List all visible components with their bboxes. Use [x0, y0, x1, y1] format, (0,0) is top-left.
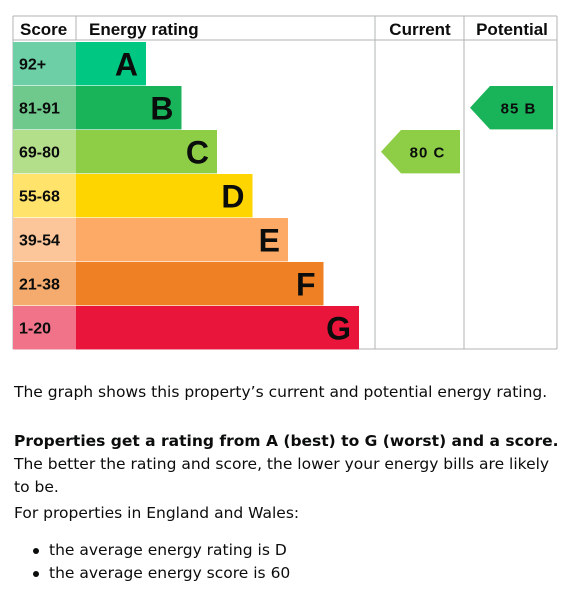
- current-rating-label: 80 C: [410, 145, 446, 162]
- chart-header: Score Energy rating Current Potential: [20, 20, 548, 39]
- band-letter-a: A: [115, 47, 138, 83]
- band-letter-f: F: [296, 267, 316, 303]
- band-score-bg-d: [13, 174, 76, 218]
- band-score-label-c: 69-80: [19, 145, 60, 162]
- rating-explanation-rest: The better the rating and score, the low…: [14, 455, 550, 496]
- potential-rating-arrow: [470, 86, 553, 130]
- band-score-label-f: 21-38: [19, 277, 60, 294]
- band-bar-a: [76, 42, 146, 86]
- list-item-average-score: the average energy score is 60: [14, 562, 290, 585]
- band-score-bg-f: [13, 262, 76, 306]
- band-bar-f: [76, 262, 324, 306]
- band-letter-g: G: [326, 311, 351, 347]
- band-score-bg-a: [13, 42, 76, 86]
- list-item-average-rating: the average energy rating is D: [14, 539, 290, 562]
- band-letter-b: B: [150, 91, 173, 127]
- band-score-label-a: 92+: [19, 57, 46, 74]
- header-current: Current: [389, 20, 451, 39]
- band-score-label-d: 55-68: [19, 189, 60, 206]
- region-intro-text: For properties in England and Wales:: [14, 504, 300, 522]
- band-score-bg-b: [13, 86, 76, 130]
- graph-description: The graph shows this property’s current …: [14, 381, 554, 404]
- band-bar-c: [76, 130, 217, 174]
- potential-rating-label: 85 B: [501, 101, 537, 118]
- band-score-bg-c: [13, 130, 76, 174]
- rating-explanation-bold: Properties get a rating from A (best) to…: [14, 432, 559, 450]
- rating-explanation: Properties get a rating from A (best) to…: [14, 430, 559, 499]
- region-intro: For properties in England and Wales:: [14, 502, 554, 525]
- rating-markers: 80 C 85 B: [381, 86, 553, 174]
- header-potential: Potential: [476, 20, 548, 39]
- epc-chart: Score Energy rating Current Potential 92…: [12, 15, 558, 350]
- band-bar-g: [76, 306, 359, 350]
- band-score-bg-e: [13, 218, 76, 262]
- header-score: Score: [20, 20, 67, 39]
- band-letter-e: E: [259, 223, 280, 259]
- graph-note: The graph shows this property’s current …: [14, 383, 548, 401]
- band-score-bg-g: [13, 306, 76, 350]
- band-score-label-e: 39-54: [19, 233, 60, 250]
- header-energy-rating: Energy rating: [89, 20, 199, 39]
- current-rating-arrow: [381, 130, 460, 174]
- band-letter-d: D: [221, 179, 244, 215]
- band-bar-b: [76, 86, 182, 130]
- rating-bands: 92+ A 81-91 B 69-80 C 55-68 D 39-54 E 21-38 F 1-20 G: [13, 42, 359, 350]
- band-bar-d: [76, 174, 253, 218]
- band-score-label-b: 81-91: [19, 101, 60, 118]
- band-score-label-g: 1-20: [19, 321, 51, 338]
- band-letter-c: C: [186, 135, 209, 171]
- band-bar-e: [76, 218, 288, 262]
- average-list: the average energy rating is D the avera…: [14, 539, 290, 585]
